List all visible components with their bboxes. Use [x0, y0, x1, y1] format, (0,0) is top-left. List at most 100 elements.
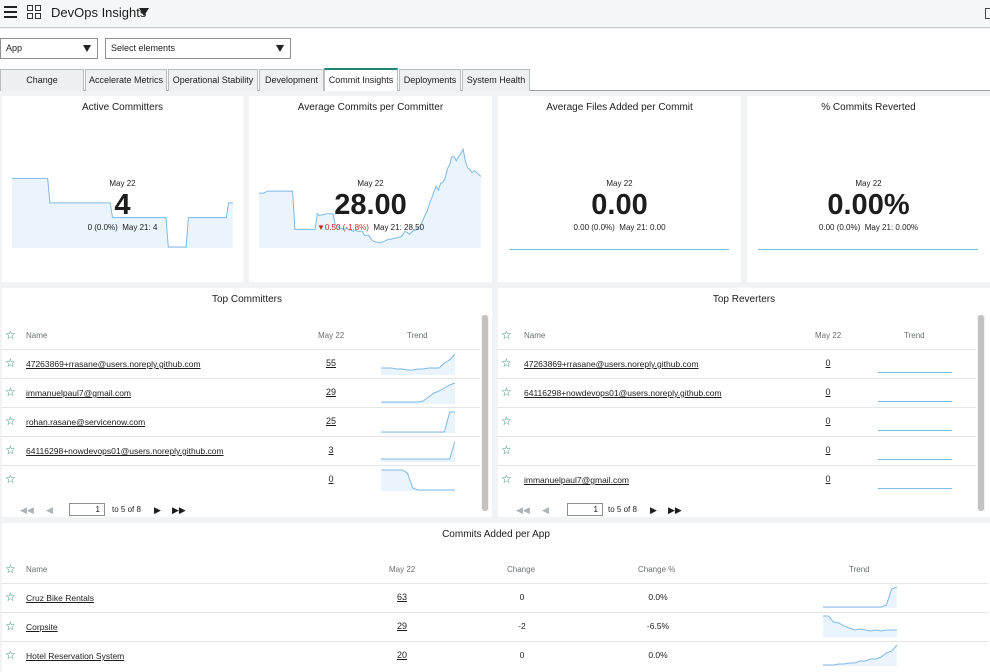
- star-icon[interactable]: ☆: [5, 619, 16, 633]
- row-divider: [2, 583, 988, 584]
- scrollbar[interactable]: [481, 315, 489, 511]
- app-link[interactable]: Cruz Bike Rentals: [26, 593, 95, 603]
- pager: ◀◀ ◀ 1 to 5 of 8 ▶ ▶▶: [20, 503, 220, 517]
- star-icon[interactable]: ☆: [5, 328, 16, 342]
- column-header-name[interactable]: Name: [26, 565, 48, 574]
- scrollbar[interactable]: [977, 315, 985, 511]
- row-divider: [2, 465, 480, 466]
- tab-system-health[interactable]: System Health: [462, 69, 530, 91]
- scrollbar-thumb[interactable]: [482, 315, 488, 511]
- kpi-change-value: 0.00 (0.0%): [818, 223, 861, 232]
- column-header-date[interactable]: May 22: [815, 331, 842, 340]
- page-input[interactable]: 1: [69, 503, 105, 516]
- star-icon[interactable]: ☆: [5, 414, 16, 428]
- star-icon[interactable]: ☆: [501, 472, 512, 486]
- last-page-icon[interactable]: ▶▶: [668, 505, 682, 515]
- column-header-name[interactable]: Name: [524, 331, 546, 340]
- elements-select[interactable]: Select elements: [105, 38, 291, 59]
- kpi-date: May 22: [109, 179, 136, 188]
- kpi-card-avg-commits: Average Commits per Committer May 22 28.…: [249, 96, 492, 282]
- trend-sparkline: [823, 644, 897, 666]
- column-header-change-pct[interactable]: Change %: [638, 565, 676, 574]
- trend-line: [823, 644, 897, 666]
- commit-count-link[interactable]: 0: [328, 474, 334, 484]
- commit-count-link[interactable]: 55: [325, 358, 336, 368]
- commit-count-link[interactable]: 3: [328, 445, 334, 455]
- star-icon[interactable]: ☆: [5, 590, 16, 604]
- column-header-name[interactable]: Name: [26, 331, 48, 340]
- row-divider: [2, 641, 988, 642]
- star-icon[interactable]: ☆: [5, 562, 16, 576]
- revert-count-link[interactable]: 0: [825, 445, 831, 455]
- star-icon[interactable]: ☆: [5, 443, 16, 457]
- reverter-link[interactable]: 64116298+nowdevops01@users.noreply.githu…: [524, 388, 722, 398]
- star-icon[interactable]: ☆: [5, 648, 16, 662]
- first-page-icon[interactable]: ◀◀: [20, 505, 34, 515]
- star-icon[interactable]: ☆: [5, 385, 16, 399]
- revert-count-link[interactable]: 0: [825, 358, 831, 368]
- kpi-card-active-committers: Active Committers May 22 4 0 (0.0%) May …: [2, 96, 243, 282]
- page-title: DevOps Insights: [51, 5, 147, 20]
- tab-operational-stability[interactable]: Operational Stability: [168, 69, 258, 91]
- column-header-date[interactable]: May 22: [318, 331, 345, 340]
- last-page-icon[interactable]: ▶▶: [172, 505, 186, 515]
- title-dropdown-icon[interactable]: [139, 8, 149, 16]
- commit-count-link[interactable]: 29: [396, 621, 407, 631]
- revert-count-link[interactable]: 0: [825, 474, 831, 484]
- committer-link[interactable]: 64116298+nowdevops01@users.noreply.githu…: [26, 446, 224, 456]
- prev-page-icon[interactable]: ◀: [46, 505, 53, 515]
- tab-commit-insights[interactable]: Commit Insights: [324, 68, 398, 91]
- app-grid-icon[interactable]: [27, 5, 41, 19]
- next-page-icon[interactable]: ▶: [650, 505, 657, 515]
- tab-deployments[interactable]: Deployments: [399, 69, 461, 91]
- commit-count-link[interactable]: 20: [396, 650, 407, 660]
- scrollbar-thumb[interactable]: [978, 315, 984, 511]
- committer-link[interactable]: 47263869+rrasane@users.noreply.github.co…: [26, 359, 201, 369]
- commit-count-link[interactable]: 25: [325, 416, 336, 426]
- committer-link[interactable]: rohan.rasane@servicenow.com: [26, 417, 146, 427]
- first-page-icon[interactable]: ◀◀: [516, 505, 530, 515]
- revert-count-link[interactable]: 0: [825, 387, 831, 397]
- kpi-change-value: 0.00 (0.0%): [573, 223, 615, 232]
- column-header-date[interactable]: May 22: [389, 565, 416, 574]
- trend-sparkline: [878, 430, 952, 431]
- panel-toggle-icon[interactable]: [985, 8, 990, 19]
- kpi-card-avg-files: Average Files Added per Commit May 22 0.…: [498, 96, 741, 282]
- star-icon[interactable]: ☆: [5, 472, 16, 486]
- tab-accelerate-metrics[interactable]: Accelerate Metrics: [85, 69, 167, 91]
- star-icon[interactable]: ☆: [501, 356, 512, 370]
- column-header-trend[interactable]: Trend: [849, 565, 870, 574]
- next-page-icon[interactable]: ▶: [154, 505, 161, 515]
- tab-development[interactable]: Development: [259, 69, 324, 91]
- elements-select-placeholder: Select elements: [111, 43, 176, 53]
- star-icon[interactable]: ☆: [5, 356, 16, 370]
- star-icon[interactable]: ☆: [501, 328, 512, 342]
- star-icon[interactable]: ☆: [501, 385, 512, 399]
- row-divider: [2, 378, 480, 379]
- app-select[interactable]: App: [0, 38, 98, 59]
- kpi-date: May 22: [606, 179, 633, 188]
- trend-line: [823, 586, 897, 608]
- commit-count-link[interactable]: 29: [325, 387, 336, 397]
- prev-page-icon[interactable]: ◀: [542, 505, 549, 515]
- column-header-trend[interactable]: Trend: [407, 331, 428, 340]
- app-link[interactable]: Corpsite: [26, 622, 58, 632]
- column-header-trend[interactable]: Trend: [904, 331, 925, 340]
- reverter-link[interactable]: 47263869+rrasane@users.noreply.github.co…: [524, 359, 699, 369]
- star-icon[interactable]: ☆: [501, 414, 512, 428]
- trend-sparkline: [381, 382, 455, 404]
- trend-area: [381, 470, 455, 491]
- app-link[interactable]: Hotel Reservation System: [26, 651, 125, 661]
- commit-count-link[interactable]: 63: [396, 592, 407, 602]
- hamburger-menu-icon[interactable]: [4, 6, 17, 18]
- revert-count-link[interactable]: 0: [825, 416, 831, 426]
- column-header-change[interactable]: Change: [507, 565, 536, 574]
- star-icon[interactable]: ☆: [501, 443, 512, 457]
- reverter-link[interactable]: immanuelpaul7@gmail.com: [524, 475, 630, 485]
- page-input[interactable]: 1: [567, 503, 603, 516]
- change-pct-value: -6.5%: [646, 621, 670, 631]
- kpi-trend-baseline: [509, 249, 729, 250]
- committer-link[interactable]: immanuelpaul7@gmail.com: [26, 388, 132, 398]
- card-title: Top Committers: [211, 294, 282, 305]
- tab-change-acceleration[interactable]: Change Acceleration: [0, 69, 84, 106]
